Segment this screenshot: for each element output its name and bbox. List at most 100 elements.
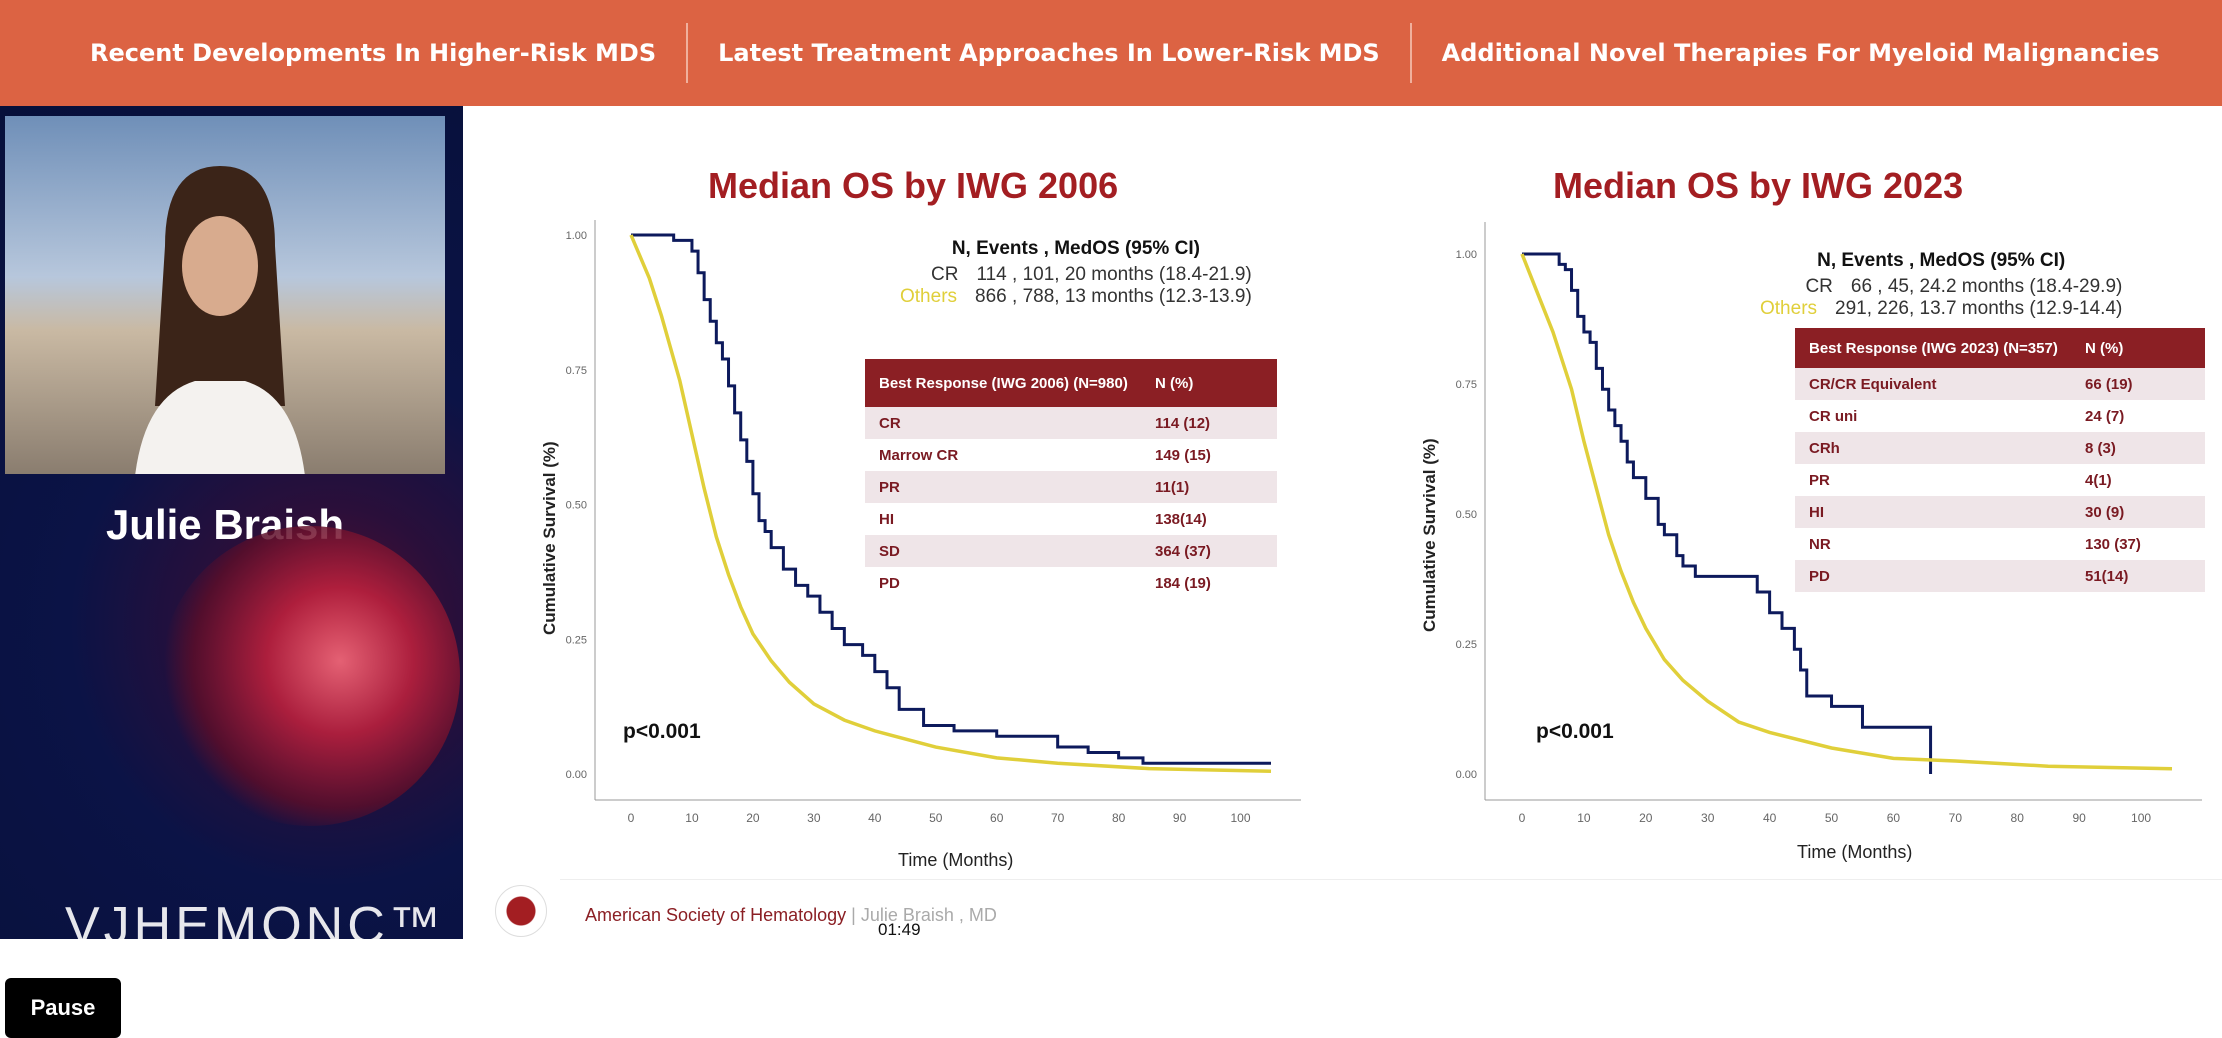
table-header: Best Response (IWG 2023) (N=357) N (%) (1795, 328, 2205, 368)
table-cell: PR (879, 478, 900, 496)
response-table: Best Response (IWG 2006) (N=980) N (%) CR 1… (865, 359, 1277, 599)
y-tick-label: 1.00 (566, 230, 587, 242)
decorative-sphere (160, 526, 460, 826)
table-cell: CR (879, 414, 901, 432)
table-cell: CRh (1809, 439, 1840, 457)
legend-series-name: CR (930, 264, 959, 285)
table-cell: PD (879, 574, 900, 592)
legend-entry: Others 866 , 788, 13 months (12.3-13.9) (900, 286, 1252, 308)
speaker-image (135, 166, 305, 474)
table-cell: 130 (37) (2085, 535, 2141, 553)
table-row: Marrow CR 149 (15) (865, 439, 1277, 471)
chart-legend: N, Events , MedOS (95% CI) CR 114 , 101, 2… (900, 238, 1252, 308)
table-header-cell: N (%) (1155, 374, 1194, 392)
table-row: PD 51(14) (1795, 560, 2205, 592)
legend-entry: CR 114 , 101, 20 months (18.4-21.9) (900, 264, 1252, 286)
table-cell: 24 (7) (2085, 407, 2125, 425)
table-header: Best Response (IWG 2006) (N=980) N (%) (865, 359, 1277, 407)
slide-footer: American Society of Hematology | Julie B… (585, 905, 997, 926)
y-tick-label: 0.75 (1456, 379, 1477, 391)
x-tick-label: 90 (1173, 811, 1187, 825)
legend-series-name: Others (900, 286, 958, 307)
table-cell: PD (1809, 567, 1830, 585)
x-tick-label: 50 (1825, 811, 1839, 825)
table-row: CRh 8 (3) (1795, 432, 2205, 464)
km-curve-cr (1522, 252, 1933, 774)
table-cell: PR (1809, 471, 1830, 489)
table-header-cell: N (%) (2085, 339, 2124, 357)
x-tick-label: 100 (1231, 811, 1251, 825)
footer-presenter: Julie Braish , MD (860, 905, 997, 925)
x-axis-label: Time (Months) (898, 850, 1014, 870)
tab-lower-risk-mds[interactable]: Latest Treatment Approaches In Lower-Ris… (718, 39, 1380, 67)
ash-logo (495, 885, 547, 937)
top-nav: Recent Developments In Higher-Risk MDS L… (0, 0, 2222, 106)
x-tick-label: 50 (929, 811, 943, 825)
pause-button[interactable]: Pause (5, 978, 121, 1038)
table-cell: 11(1) (1155, 478, 1190, 496)
table-row: CR uni 24 (7) (1795, 400, 2205, 432)
legend-entry: Others 291, 226, 13.7 months (12.9-14.4) (1760, 298, 2122, 320)
table-row: CR 114 (12) (865, 407, 1277, 439)
table-cell: 149 (15) (1155, 446, 1211, 464)
chart-legend: N, Events , MedOS (95% CI) CR 66 , 45, 24.… (1760, 250, 2122, 320)
x-tick-label: 10 (685, 811, 699, 825)
km-curve-cr (631, 233, 1271, 765)
x-tick-label: 70 (1051, 811, 1065, 825)
table-cell: 8 (3) (2085, 439, 2116, 457)
x-tick-label: 20 (746, 811, 760, 825)
x-axis-label: Time (Months) (1797, 842, 1913, 862)
table-cell: 51(14) (2085, 567, 2129, 585)
y-tick-label: 0.50 (566, 500, 587, 512)
x-tick-label: 30 (807, 811, 821, 825)
y-tick-label: 0.00 (1456, 769, 1477, 781)
p-value: p<0.001 (1536, 720, 1614, 743)
table-cell: NR (1809, 535, 1831, 553)
table-row: PD 184 (19) (865, 567, 1277, 599)
table-header-cell: Best Response (IWG 2006) (N=980) (879, 374, 1128, 392)
x-tick-label: 60 (990, 811, 1004, 825)
table-cell: 138(14) (1155, 510, 1207, 528)
x-tick-label: 30 (1701, 811, 1715, 825)
x-tick-label: 60 (1887, 811, 1901, 825)
p-value: p<0.001 (623, 720, 701, 743)
table-cell: Marrow CR (879, 446, 959, 464)
table-cell: 114 (12) (1155, 414, 1211, 432)
table-cell: CR/CR Equivalent (1809, 375, 1937, 393)
table-row: PR 4(1) (1795, 464, 2205, 496)
divider (686, 23, 689, 83)
table-header-cell: Best Response (IWG 2023) (N=357) (1809, 339, 2058, 357)
x-tick-label: 80 (1112, 811, 1126, 825)
footer-divider (560, 879, 2222, 880)
table-cell: 30 (9) (2085, 503, 2125, 521)
table-cell: 364 (37) (1155, 542, 1211, 560)
x-tick-label: 10 (1577, 811, 1591, 825)
table-cell: HI (1809, 503, 1824, 521)
table-row: HI 138(14) (865, 503, 1277, 535)
table-cell: HI (879, 510, 894, 528)
y-tick-label: 0.25 (1456, 639, 1477, 651)
speaker-video (5, 116, 445, 474)
table-row: HI 30 (9) (1795, 496, 2205, 528)
y-axis-label: Cumulative Survival (%) (540, 441, 559, 635)
legend-series-name: CR (1805, 276, 1833, 297)
km-curve-others (629, 234, 1272, 774)
tab-novel-therapies[interactable]: Additional Novel Therapies For Myeloid M… (1441, 39, 2160, 67)
divider (1409, 23, 1412, 83)
y-tick-label: 0.75 (566, 365, 587, 377)
legend-series-name: Others (1760, 298, 1818, 319)
table-cell: 184 (19) (1155, 574, 1211, 592)
table-cell: SD (879, 542, 900, 560)
tab-higher-risk-mds[interactable]: Recent Developments In Higher-Risk MDS (90, 39, 657, 67)
table-row: NR 130 (37) (1795, 528, 2205, 560)
km-curve-others (1520, 253, 2173, 771)
chart-title: Median OS by IWG 2023 (1553, 165, 1964, 206)
x-tick-label: 90 (2072, 811, 2086, 825)
x-tick-label: 0 (628, 811, 635, 825)
y-axis-label: Cumulative Survival (%) (1420, 438, 1439, 632)
table-cell: CR uni (1809, 407, 1858, 425)
y-tick-label: 0.50 (1456, 509, 1477, 521)
speaker-panel: Julie Braish VJHEMONC™ Pause (0, 106, 463, 1038)
chart-title: Median OS by IWG 2006 (708, 165, 1119, 206)
table-cell: 66 (19) (2085, 375, 2133, 393)
